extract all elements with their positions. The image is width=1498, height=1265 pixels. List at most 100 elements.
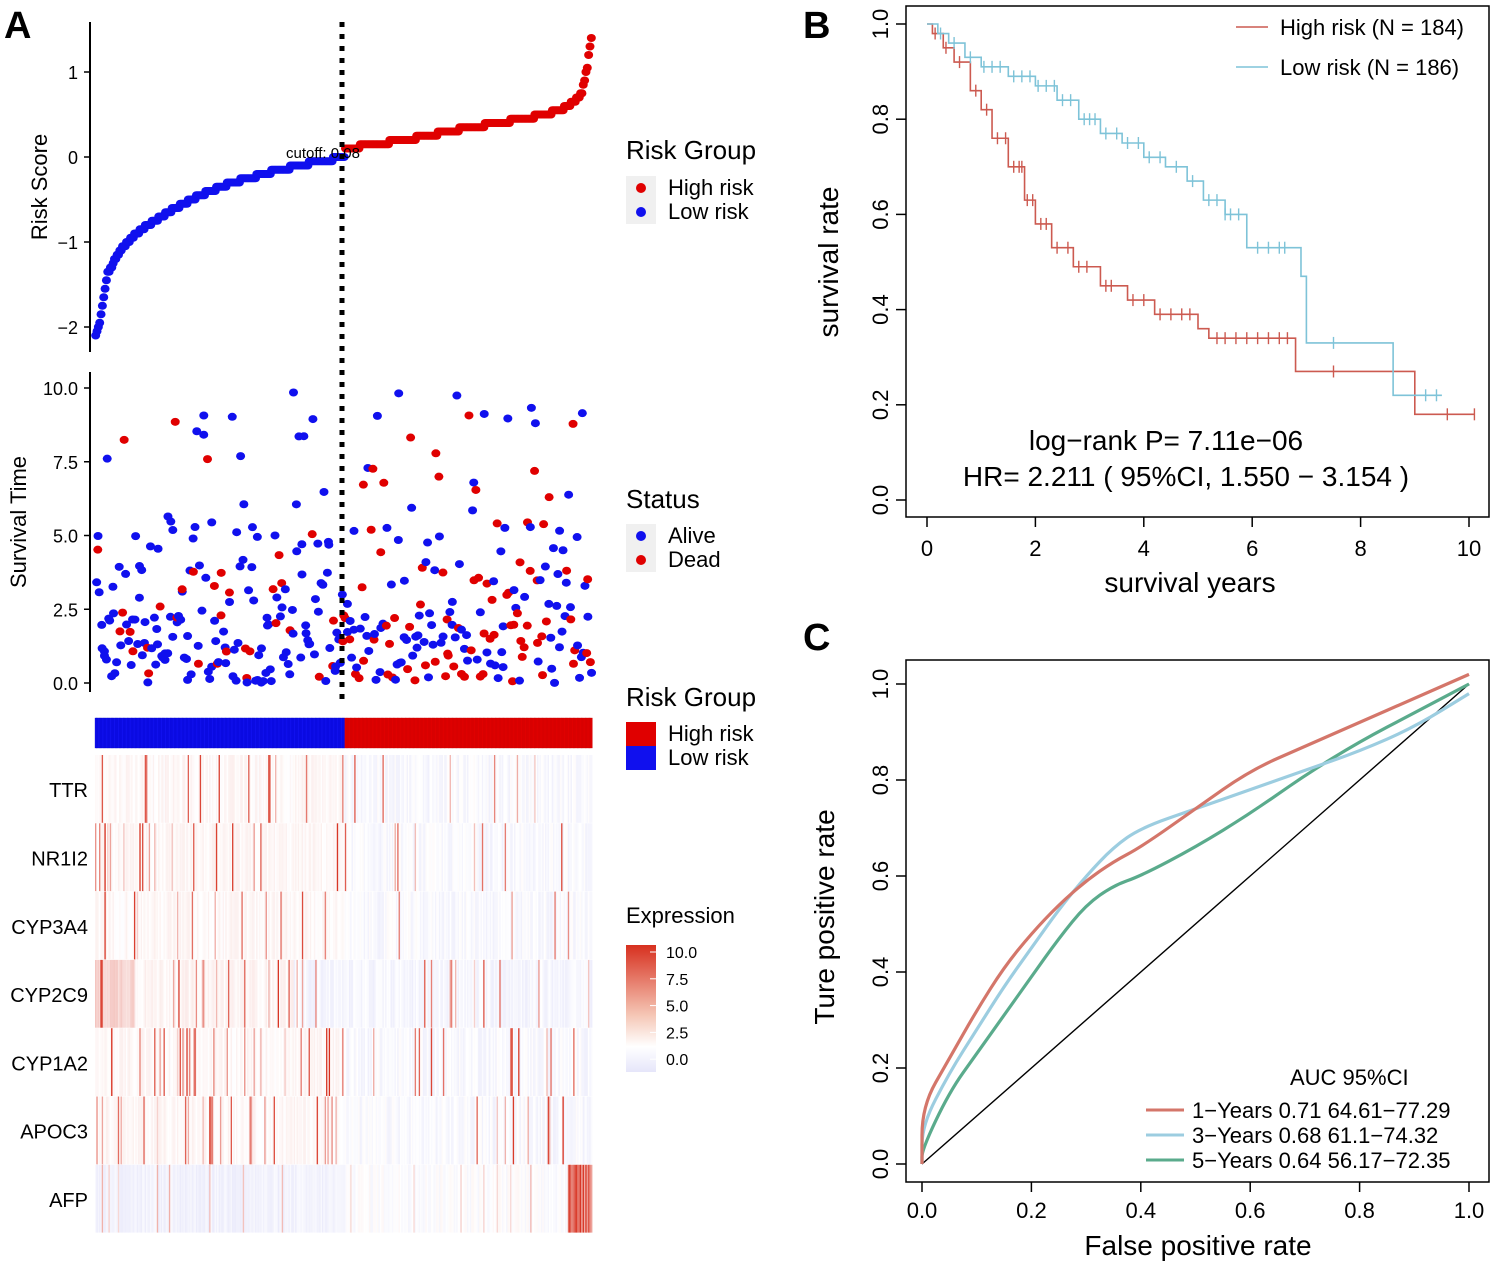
heatmap-cell	[168, 1096, 171, 1165]
heatmap-cell	[487, 891, 489, 960]
heatmap-cell	[344, 959, 347, 1028]
heatmap-cell	[180, 1164, 183, 1233]
heatmap-cell	[252, 823, 254, 892]
survival-point-alive	[116, 641, 126, 650]
heatmap-cell	[303, 959, 305, 1028]
heatmap-cell	[120, 1096, 123, 1165]
heatmap-cell	[136, 823, 139, 892]
heatmap-cell	[300, 1096, 303, 1165]
heatmap-cell	[258, 1164, 261, 1233]
heatmap-cell	[511, 755, 514, 823]
heatmap-cell	[190, 959, 193, 1028]
heatmap-cell	[195, 823, 198, 892]
heatmap-cell	[374, 823, 377, 892]
heatmap-cell	[312, 1028, 315, 1096]
heatmap-cell	[100, 1028, 103, 1096]
heatmap-cell	[383, 823, 386, 892]
group-bar-cell	[590, 717, 593, 749]
heatmap-cell	[377, 755, 379, 823]
survival-point-alive	[183, 632, 193, 641]
heatmap-cell	[465, 823, 468, 892]
heatmap-cell	[248, 959, 250, 1028]
heatmap-cell	[324, 959, 327, 1028]
heatmap-cell	[362, 1096, 365, 1165]
heatmap-cell	[558, 891, 561, 960]
heatmap-cell	[390, 1028, 393, 1096]
heatmap-cell	[567, 755, 570, 823]
heatmap-cell	[544, 755, 547, 823]
heatmap-cell	[142, 823, 144, 892]
heatmap-cell	[493, 1164, 496, 1233]
heatmap-cell	[253, 891, 256, 960]
heatmap-cell	[347, 755, 350, 823]
heatmap-cell	[440, 1164, 442, 1233]
heatmap-cell	[129, 1096, 132, 1165]
heatmap-cell	[515, 823, 518, 892]
heatmap-cell	[281, 959, 284, 1028]
heatmap-cell	[358, 823, 361, 892]
heatmap-cell	[487, 959, 489, 1028]
survival-point-alive	[396, 658, 406, 667]
heatmap-cell	[343, 823, 346, 892]
heatmap-cell	[569, 823, 571, 892]
heatmap-cell	[261, 959, 264, 1028]
heatmap-cell	[468, 755, 471, 823]
heatmap-cell	[242, 1028, 245, 1096]
survival-point-alive	[133, 640, 143, 649]
heatmap-cell	[221, 823, 224, 892]
heatmap-cell	[429, 755, 432, 823]
heatmap-cell	[166, 755, 168, 823]
heatmap-cell	[391, 1028, 394, 1096]
heatmap-cell	[418, 823, 421, 892]
heatmap-cell	[454, 959, 457, 1028]
heatmap-cell	[225, 1164, 228, 1233]
survival-point-alive	[318, 580, 328, 589]
heatmap-cell	[362, 959, 365, 1028]
heatmap-cell	[109, 891, 112, 960]
heatmap-cell	[381, 959, 383, 1028]
heatmap-cell	[433, 1096, 436, 1165]
heatmap-cell	[112, 1164, 115, 1233]
heatmap-cell	[166, 1096, 168, 1165]
heatmap-cell	[393, 755, 395, 823]
heatmap-cell	[223, 823, 226, 892]
heatmap-cell	[132, 823, 135, 892]
heatmap-cell	[339, 1028, 342, 1096]
heatmap-cell	[459, 959, 461, 1028]
heatmap-cell	[378, 1096, 381, 1165]
heatmap-cell	[273, 891, 276, 960]
heatmap-cell	[430, 1028, 433, 1096]
survival-point-alive	[489, 577, 499, 586]
survival-point-alive	[280, 585, 290, 594]
heatmap-cell	[367, 1096, 370, 1165]
heatmap-cell	[395, 891, 398, 960]
heatmap-cell	[201, 1164, 203, 1233]
heatmap-cell	[547, 823, 550, 892]
heatmap-cell	[198, 1096, 201, 1165]
heatmap-cell	[176, 1096, 179, 1165]
survival-point-alive	[399, 576, 409, 585]
heatmap-cell	[179, 1164, 182, 1233]
heatmap-cell	[183, 755, 186, 823]
heatmap-cell	[449, 959, 452, 1028]
status-legend-title: Status	[626, 484, 700, 514]
heatmap-cell	[520, 959, 523, 1028]
survival-point-alive	[190, 523, 200, 532]
heatmap-cell	[297, 755, 300, 823]
heatmap-cell	[232, 823, 234, 892]
heatmap-cell	[575, 1096, 578, 1165]
legend-2-label-high-risk: High risk	[668, 721, 755, 746]
heatmap-cell	[238, 1164, 241, 1233]
heatmap-cell	[273, 1164, 276, 1233]
heatmap-cell	[422, 959, 425, 1028]
heatmap-cell	[140, 823, 143, 892]
survival-point-alive	[577, 409, 587, 418]
heatmap-cell	[391, 1164, 394, 1233]
heatmap-cell	[197, 755, 199, 823]
heatmap-cell	[369, 1164, 371, 1233]
heatmap-cell	[417, 755, 420, 823]
heatmap-cell	[369, 1096, 371, 1165]
heatmap-cell	[215, 959, 218, 1028]
heatmap-cell	[338, 1164, 340, 1233]
heatmap-cell	[331, 1164, 334, 1233]
